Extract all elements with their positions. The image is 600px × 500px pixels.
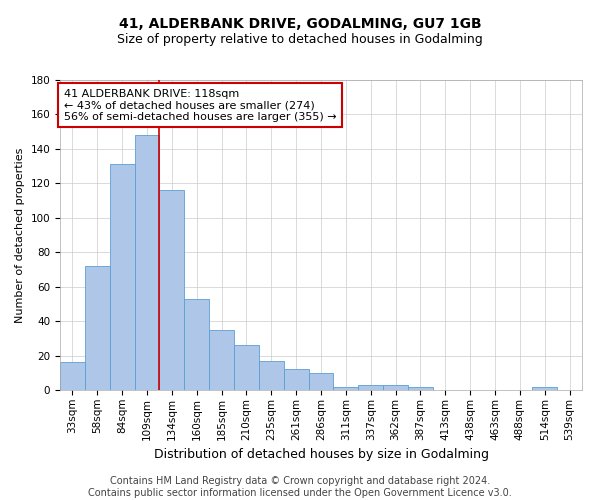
Bar <box>85 266 110 390</box>
Bar <box>184 298 209 390</box>
Y-axis label: Number of detached properties: Number of detached properties <box>15 148 25 322</box>
Bar <box>383 385 408 390</box>
Text: Size of property relative to detached houses in Godalming: Size of property relative to detached ho… <box>117 32 483 46</box>
Bar <box>308 373 334 390</box>
Bar <box>532 386 557 390</box>
Bar <box>284 370 308 390</box>
Bar <box>358 385 383 390</box>
Bar <box>334 386 358 390</box>
Text: 41 ALDERBANK DRIVE: 118sqm
← 43% of detached houses are smaller (274)
56% of sem: 41 ALDERBANK DRIVE: 118sqm ← 43% of deta… <box>64 88 337 122</box>
Bar <box>160 190 184 390</box>
Bar <box>259 360 284 390</box>
Bar <box>234 345 259 390</box>
Bar <box>408 386 433 390</box>
Text: 41, ALDERBANK DRIVE, GODALMING, GU7 1GB: 41, ALDERBANK DRIVE, GODALMING, GU7 1GB <box>119 18 481 32</box>
Bar <box>209 330 234 390</box>
Bar <box>134 135 160 390</box>
Text: Contains HM Land Registry data © Crown copyright and database right 2024.
Contai: Contains HM Land Registry data © Crown c… <box>88 476 512 498</box>
Bar <box>60 362 85 390</box>
X-axis label: Distribution of detached houses by size in Godalming: Distribution of detached houses by size … <box>154 448 488 461</box>
Bar <box>110 164 134 390</box>
